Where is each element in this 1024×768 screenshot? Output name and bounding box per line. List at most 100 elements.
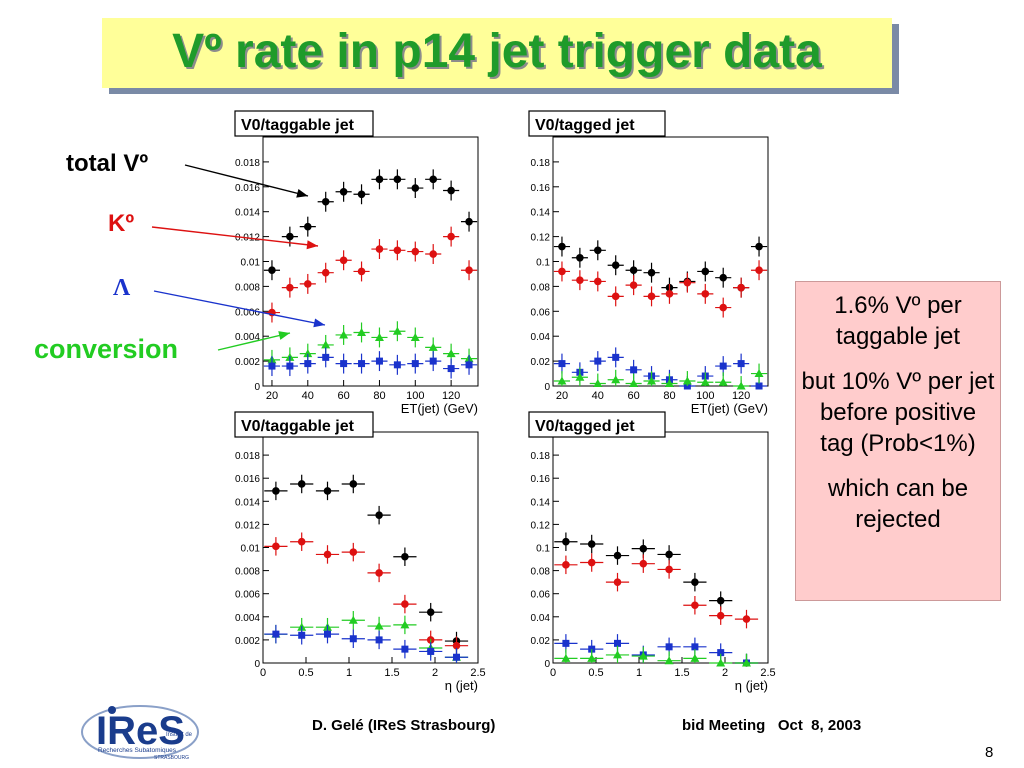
data-point	[411, 360, 419, 368]
total-arrow	[184, 164, 309, 197]
y-tick-label: 0.008	[235, 567, 260, 578]
data-point	[393, 361, 401, 369]
x-axis-label: η (jet)	[735, 678, 768, 693]
data-point	[303, 280, 312, 288]
data-point	[429, 357, 437, 365]
data-point	[575, 372, 585, 381]
y-tick-label: 0	[254, 659, 260, 670]
y-tick-label: 0.014	[235, 208, 260, 219]
data-point	[691, 601, 699, 610]
x-tick-label: 1	[636, 667, 642, 679]
data-point	[401, 645, 409, 653]
k0-arrow-head	[306, 240, 318, 250]
y-tick-label: 0.01	[241, 258, 261, 269]
data-point	[303, 222, 312, 231]
chart-1: V0/taggable jet 0 0.002 0.004 0.006 0.008 0.01…	[234, 110, 479, 416]
data-point	[587, 540, 596, 548]
x-axis-label: ET(jet) (GeV)	[401, 401, 478, 416]
k0-label: Kº	[108, 210, 135, 237]
data-point	[587, 653, 597, 662]
data-point	[411, 184, 420, 192]
data-point	[304, 360, 312, 368]
data-point	[323, 550, 332, 559]
plot-title-box	[528, 110, 666, 137]
title-box: Vº rate in p14 jet trigger data	[102, 18, 892, 88]
data-point	[629, 281, 638, 289]
y-tick-label: 0.16	[531, 474, 551, 485]
info-box: 1.6% Vº per taggable jet but 10% Vº per …	[795, 281, 1001, 601]
data-point	[447, 186, 455, 195]
y-tick-label: 0.06	[531, 307, 551, 318]
data-point	[755, 242, 763, 251]
data-point	[755, 266, 763, 275]
data-point	[737, 360, 745, 368]
x-tick-label: 20	[266, 390, 278, 402]
data-point	[321, 340, 331, 349]
data-point	[718, 377, 728, 386]
data-point	[401, 600, 409, 608]
data-point	[321, 197, 330, 206]
data-point	[429, 175, 438, 184]
y-tick-label: 0.004	[235, 332, 260, 343]
y-tick-label: 0.008	[235, 282, 260, 293]
data-point	[357, 267, 366, 276]
data-point	[665, 565, 673, 574]
data-point	[268, 266, 276, 275]
data-point	[446, 349, 456, 358]
data-point	[611, 292, 620, 301]
data-point	[611, 375, 621, 384]
data-point	[375, 357, 383, 365]
y-tick-label: 0.12	[531, 520, 551, 531]
footer-author: D. Gelé (IReS Strasbourg)	[312, 717, 496, 734]
chart-4: V0/tagged jet 0 0.02 0.04 0.06 0.08 0.1 0.12 0.1…	[528, 411, 776, 693]
data-point	[357, 190, 366, 199]
y-tick-label: 0.12	[531, 233, 551, 244]
data-point	[647, 376, 657, 385]
data-point	[272, 630, 280, 638]
data-point	[297, 537, 306, 546]
y-tick-label: 0.018	[235, 158, 260, 169]
data-point	[736, 381, 746, 390]
plot-title-box	[528, 411, 666, 438]
data-point	[339, 256, 348, 265]
data-point	[719, 303, 728, 312]
data-point	[754, 369, 764, 378]
data-point	[558, 267, 566, 276]
logo-line-3: STRASBOURG	[154, 755, 189, 761]
data-point	[452, 641, 461, 650]
plot-title-box	[234, 110, 374, 137]
x-tick-label: 1	[346, 667, 352, 679]
data-point	[286, 362, 294, 370]
plot-title: V0/taggable jet	[241, 418, 355, 435]
data-point	[428, 342, 438, 351]
data-point	[322, 353, 330, 361]
x-tick-label: 80	[373, 390, 385, 402]
data-point	[349, 548, 358, 556]
data-point	[374, 621, 384, 630]
data-point	[393, 175, 402, 184]
y-tick-label: 0.06	[531, 590, 551, 601]
data-point	[630, 366, 638, 374]
y-tick-label: 0.018	[235, 451, 260, 462]
data-point	[392, 326, 402, 335]
x-tick-label: 1.5	[384, 667, 399, 679]
x-tick-label: 80	[663, 390, 675, 402]
plot-frame	[552, 136, 769, 387]
x-tick-label: 2.5	[470, 667, 485, 679]
x-tick-label: 0.5	[298, 667, 313, 679]
data-point	[357, 327, 367, 336]
data-point	[629, 379, 639, 388]
data-point	[323, 487, 332, 495]
info-paragraph-2: but 10% Vº per jet before positive tag (…	[801, 368, 995, 457]
info-paragraph-1: 1.6% Vº per taggable jet	[834, 292, 962, 350]
x-tick-label: 0	[550, 667, 556, 679]
data-point	[629, 266, 638, 275]
data-point	[665, 290, 674, 298]
series-square	[264, 624, 469, 663]
data-point	[593, 246, 602, 255]
data-point	[647, 268, 656, 277]
data-point	[587, 558, 596, 567]
conversion-arrow	[217, 332, 291, 351]
data-point	[268, 362, 276, 370]
